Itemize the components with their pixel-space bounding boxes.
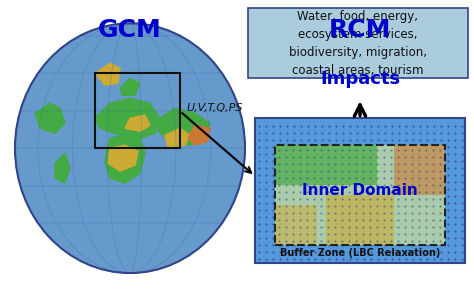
Polygon shape — [120, 78, 140, 95]
FancyBboxPatch shape — [248, 8, 468, 78]
Text: RCM: RCM — [329, 18, 391, 42]
Polygon shape — [95, 63, 120, 85]
Bar — [394, 145, 445, 195]
Polygon shape — [158, 108, 210, 145]
Bar — [255, 118, 465, 263]
Text: Buffer Zone (LBC Relaxation): Buffer Zone (LBC Relaxation) — [280, 248, 440, 258]
Text: Impacts: Impacts — [320, 70, 400, 88]
Bar — [95, 73, 180, 148]
Bar — [326, 195, 394, 245]
Polygon shape — [125, 115, 150, 131]
Bar — [275, 145, 377, 185]
Text: Inner Domain: Inner Domain — [302, 183, 418, 198]
Polygon shape — [55, 153, 70, 183]
Text: Water, food, energy,
ecosystem services,
biodiversity, migration,
coastal areas,: Water, food, energy, ecosystem services,… — [289, 10, 427, 77]
Ellipse shape — [15, 23, 245, 273]
Polygon shape — [108, 145, 138, 171]
Polygon shape — [105, 135, 145, 183]
Text: U,V,T,Q,PS: U,V,T,Q,PS — [187, 103, 243, 113]
Bar — [275, 145, 445, 245]
Polygon shape — [35, 103, 65, 133]
Bar — [275, 205, 318, 245]
Text: GCM: GCM — [98, 18, 162, 42]
Polygon shape — [165, 128, 190, 148]
Polygon shape — [95, 98, 160, 138]
Bar — [275, 145, 445, 245]
Polygon shape — [188, 125, 210, 145]
